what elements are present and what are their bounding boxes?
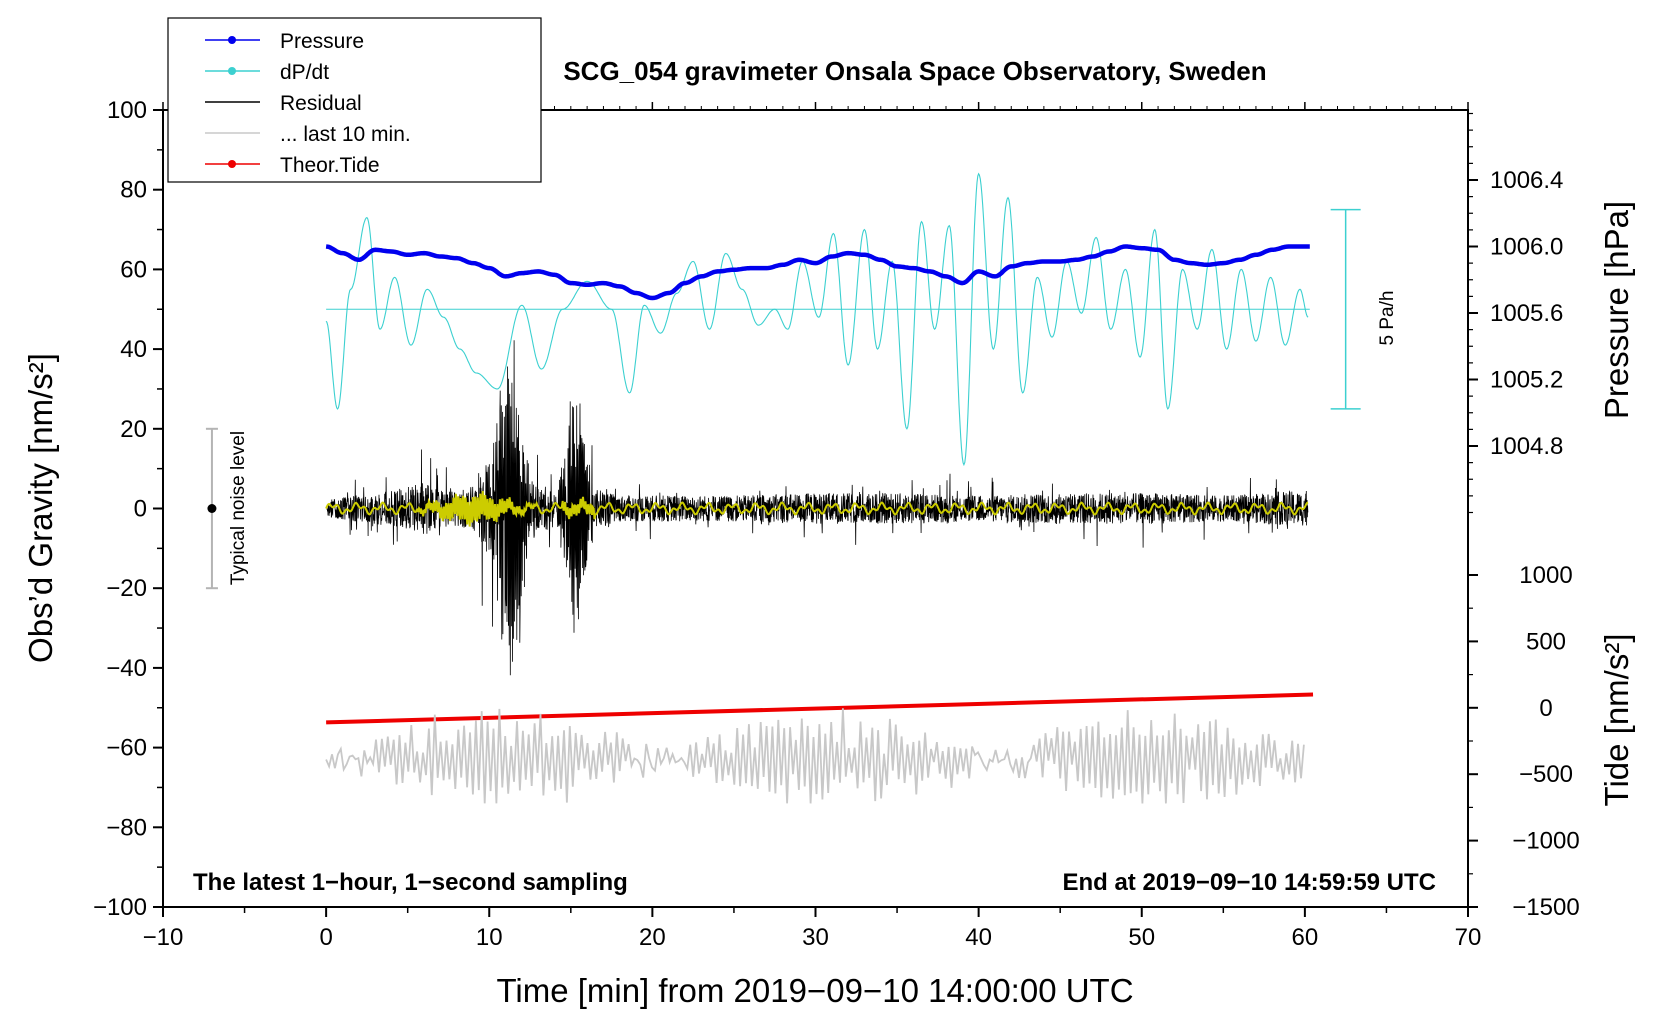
legend-marker	[228, 160, 236, 168]
legend-label: Residual	[280, 92, 362, 115]
tide-tick-label: −1000	[1512, 828, 1579, 855]
tide-tick-label: −500	[1519, 761, 1573, 788]
legend-box	[167, 17, 542, 183]
end-time-note: End at 2019−09−10 14:59:59 UTC	[1062, 869, 1436, 896]
pressure-tick-label: 1006.0	[1490, 234, 1563, 261]
x-tick-label: 50	[1128, 924, 1155, 951]
left-tick-label: 60	[120, 256, 147, 283]
x-tick-label: 10	[476, 924, 503, 951]
tide-tick-label: 500	[1526, 628, 1566, 655]
pressure-tick-label: 1006.4	[1490, 167, 1563, 194]
left-tick-label: 80	[120, 177, 147, 204]
sampling-note: The latest 1−hour, 1−second sampling	[193, 869, 628, 896]
pressure-tick-label: 1005.6	[1490, 300, 1563, 327]
x-tick-label: 70	[1455, 924, 1482, 951]
scale-bar-label: 5 Pa/h	[1377, 291, 1398, 346]
tide-tick-label: −1500	[1512, 894, 1579, 921]
noise-level-dot	[207, 504, 217, 513]
x-axis-title: Time [min] from 2019−09−10 14:00:00 UTC	[496, 972, 1133, 1009]
left-tick-label: −60	[106, 735, 147, 762]
pressure-line	[325, 244, 1311, 301]
legend-marker	[228, 36, 236, 44]
left-tick-label: 100	[107, 97, 147, 124]
tick-layer: −10 0 10 20 30 40 50 60 70100806040200−20−40−60−…	[93, 97, 1580, 951]
left-tick-label: −40	[106, 655, 147, 682]
pressure-axis-title: Pressure [hPa]	[1598, 201, 1635, 419]
dpdt-line	[325, 172, 1309, 467]
pressure-tick-label: 1004.8	[1490, 433, 1563, 460]
tide-line	[326, 692, 1314, 725]
last-10min-line	[325, 708, 1305, 804]
residual-line	[326, 340, 1309, 676]
legend: Pressure dP/dt Residual ... last 10 min. The…	[167, 17, 542, 183]
x-tick-label: 30	[802, 924, 829, 951]
left-tick-label: 40	[120, 336, 147, 363]
legend-label: Theor.Tide	[280, 154, 380, 177]
x-tick-label: −10	[143, 924, 184, 951]
x-tick-label: 40	[965, 924, 992, 951]
left-tick-label: −100	[93, 894, 147, 921]
tide-tick-label: 0	[1539, 695, 1552, 722]
left-axis-title: Obs’d Gravity [nm/s²]	[22, 353, 59, 663]
x-tick-label: 0	[319, 924, 332, 951]
left-tick-label: 20	[120, 416, 147, 443]
left-tick-label: 0	[134, 496, 147, 523]
annotation-layer	[205, 208, 1361, 590]
legend-marker	[228, 67, 236, 75]
chart-title: SCG_054 gravimeter Onsala Space Observat…	[563, 56, 1266, 86]
pressure-tick-label: 1005.2	[1490, 367, 1563, 394]
tide-axis-title: Tide [nm/s²]	[1598, 634, 1635, 807]
tide-tick-label: 1000	[1519, 562, 1572, 589]
x-tick-label: 60	[1292, 924, 1319, 951]
lowpass-line	[325, 490, 1309, 527]
legend-label: dP/dt	[280, 61, 329, 84]
legend-label: Pressure	[280, 30, 364, 53]
x-tick-label: 20	[639, 924, 666, 951]
noise-level-label: Typical noise level	[228, 431, 249, 585]
legend-label: ... last 10 min.	[280, 123, 411, 146]
left-tick-label: −80	[106, 814, 147, 841]
left-tick-label: −20	[106, 575, 147, 602]
series-layer	[325, 172, 1314, 804]
